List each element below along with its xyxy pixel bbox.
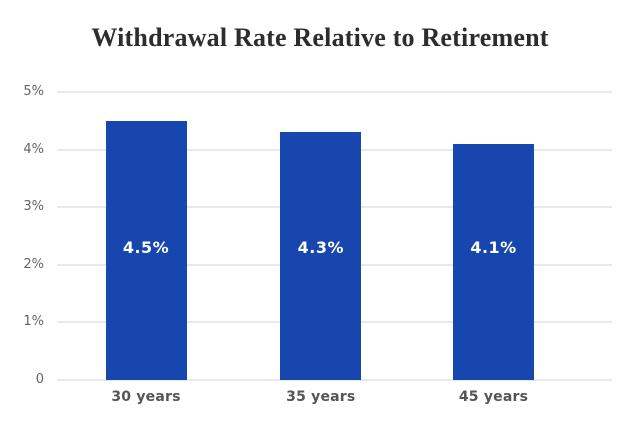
y-tick-label: 3% [23, 199, 44, 214]
bar-value-label: 4.5% [122, 238, 170, 257]
bar [280, 132, 362, 380]
bar [105, 120, 187, 380]
y-tick-label: 2% [23, 256, 44, 272]
chart-title: Withdrawal Rate Relative to Retirement [91, 23, 549, 52]
x-category-label: 35 years [286, 389, 356, 405]
y-tick-label: 0 [35, 371, 44, 387]
x-category-label: 45 years [458, 389, 529, 405]
bar-value-label: 4.1% [470, 238, 517, 257]
gridline [57, 91, 612, 93]
gridline [57, 378, 612, 381]
y-tick-label: 4% [23, 141, 44, 157]
bar [453, 143, 534, 380]
y-tick-label: 1% [23, 314, 44, 329]
x-category-label: 30 years [111, 389, 181, 405]
bar-value-label: 4.3% [297, 238, 344, 257]
y-tick-label: 5% [23, 84, 44, 99]
